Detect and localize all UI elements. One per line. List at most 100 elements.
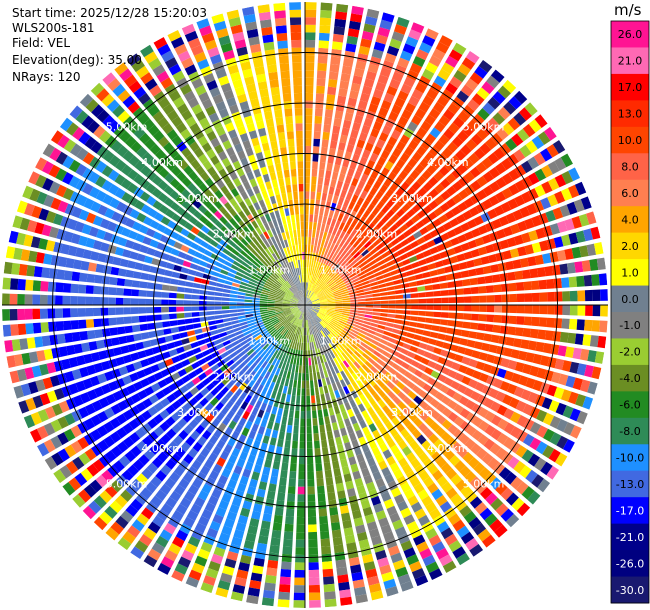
- velocity-bin: [170, 453, 182, 464]
- velocity-bin: [306, 433, 313, 442]
- velocity-bin: [574, 333, 584, 345]
- velocity-bin: [207, 315, 216, 321]
- velocity-bin: [34, 222, 45, 235]
- velocity-bin: [281, 345, 287, 354]
- velocity-bin: [151, 187, 163, 199]
- velocity-bin: [53, 241, 63, 253]
- velocity-bin: [263, 411, 270, 421]
- velocity-bin: [191, 361, 200, 370]
- velocity-bin: [158, 97, 171, 109]
- velocity-bin: [341, 65, 353, 75]
- velocity-bin: [320, 306, 328, 309]
- velocity-bin: [282, 302, 290, 305]
- velocity-bin: [298, 183, 304, 192]
- velocity-bin: [265, 268, 273, 275]
- velocity-bin: [600, 289, 608, 301]
- velocity-bin: [326, 162, 333, 172]
- velocity-bin: [206, 382, 215, 392]
- velocity-bin: [281, 561, 292, 570]
- velocity-bin: [288, 254, 293, 262]
- velocity-bin: [574, 261, 584, 273]
- velocity-bin: [123, 307, 131, 315]
- colorbar-swatch: [611, 179, 649, 207]
- velocity-bin: [190, 159, 201, 170]
- velocity-bin: [221, 525, 233, 536]
- velocity-bin: [305, 305, 307, 313]
- velocity-bin: [372, 88, 384, 99]
- velocity-bin: [275, 367, 281, 376]
- velocity-bin: [315, 341, 319, 349]
- velocity-bin: [299, 312, 303, 320]
- velocity-bin: [276, 492, 286, 501]
- velocity-bin: [147, 548, 162, 561]
- velocity-bin: [309, 592, 321, 601]
- velocity-bin: [138, 92, 151, 105]
- velocity-bin: [462, 158, 474, 170]
- velocity-bin: [214, 301, 222, 305]
- velocity-bin: [297, 229, 301, 238]
- velocity-bin: [493, 147, 506, 160]
- velocity-bin: [297, 153, 303, 162]
- velocity-bin: [309, 206, 314, 215]
- velocity-bin: [209, 275, 219, 282]
- velocity-bin: [497, 106, 511, 120]
- velocity-bin: [300, 282, 303, 291]
- velocity-bin: [210, 54, 222, 65]
- velocity-bin: [243, 356, 252, 364]
- velocity-bin: [495, 391, 506, 402]
- velocity-bin: [289, 402, 295, 411]
- velocity-bin: [340, 249, 348, 258]
- velocity-bin: [285, 292, 293, 298]
- velocity-bin: [305, 305, 310, 312]
- velocity-bin: [168, 255, 177, 263]
- velocity-bin: [316, 192, 322, 200]
- velocity-bin: [213, 234, 222, 243]
- velocity-bin: [222, 140, 232, 150]
- velocity-bin: [488, 388, 499, 399]
- velocity-bin: [465, 425, 477, 437]
- velocity-bin: [252, 300, 260, 303]
- velocity-bin: [342, 58, 354, 68]
- velocity-bin: [408, 255, 418, 263]
- velocity-bin: [274, 323, 282, 329]
- velocity-bin: [210, 225, 220, 234]
- velocity-bin: [320, 338, 326, 347]
- velocity-bin: [329, 507, 339, 516]
- velocity-bin: [319, 307, 328, 310]
- velocity-bin: [39, 363, 49, 376]
- velocity-bin: [350, 307, 358, 310]
- velocity-bin: [2, 324, 12, 337]
- velocity-bin: [314, 253, 318, 261]
- velocity-bin: [307, 335, 309, 343]
- velocity-bin: [372, 251, 381, 259]
- velocity-bin: [316, 85, 325, 94]
- velocity-bin: [139, 178, 151, 190]
- velocity-bin: [185, 350, 195, 358]
- velocity-bin: [249, 397, 257, 407]
- velocity-bin: [216, 179, 225, 189]
- velocity-bin: [338, 269, 346, 276]
- velocity-bin: [55, 295, 63, 305]
- velocity-bin: [120, 489, 133, 502]
- velocity-bin: [388, 337, 397, 344]
- velocity-bin: [289, 463, 297, 472]
- velocity-bin: [357, 295, 366, 299]
- velocity-bin: [343, 276, 351, 282]
- velocity-bin: [392, 256, 402, 264]
- velocity-bin: [440, 349, 450, 358]
- velocity-bin: [138, 307, 147, 314]
- velocity-bin: [347, 168, 355, 177]
- velocity-bin: [190, 341, 199, 349]
- velocity-bin: [102, 194, 114, 206]
- velocity-bin: [287, 323, 293, 331]
- velocity-bin: [114, 246, 125, 256]
- velocity-bin: [541, 164, 553, 178]
- velocity-bin: [578, 213, 590, 227]
- velocity-bin: [361, 124, 371, 135]
- velocity-bin: [342, 295, 350, 299]
- velocity-bin: [282, 370, 288, 379]
- velocity-bin: [419, 157, 430, 169]
- velocity-bin: [319, 298, 327, 301]
- velocity-bin: [505, 212, 516, 224]
- velocity-bin: [146, 282, 155, 290]
